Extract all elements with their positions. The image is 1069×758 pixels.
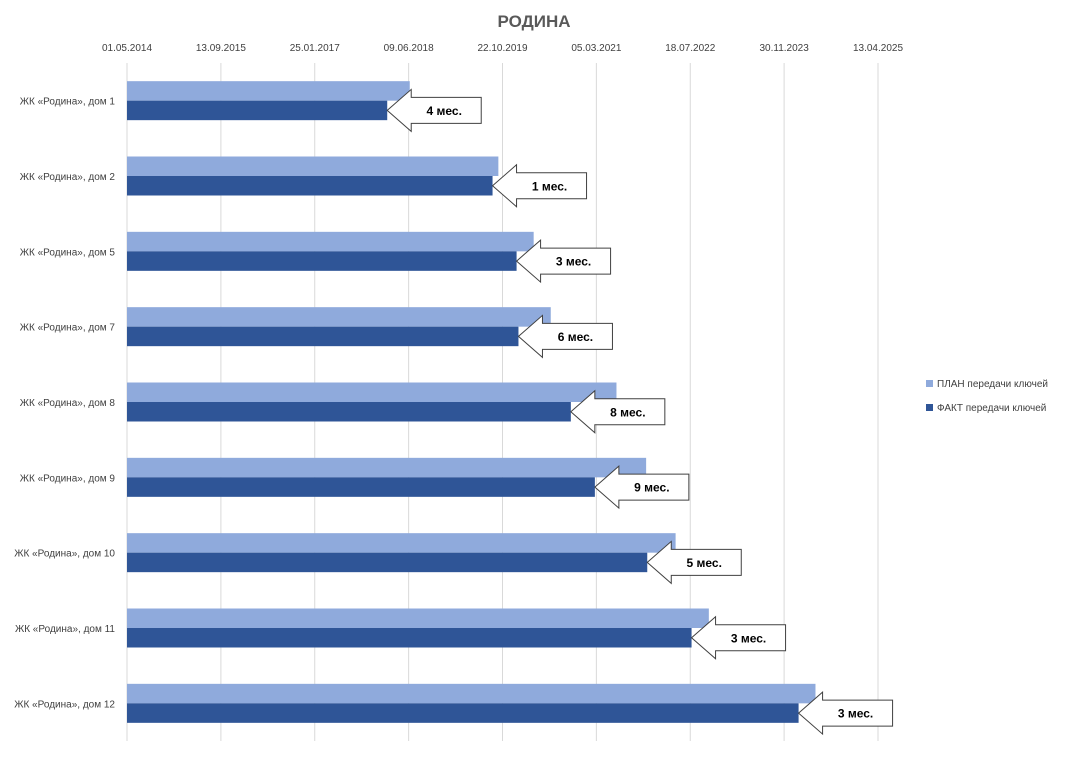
x-tick-label: 01.05.2014	[102, 43, 152, 54]
x-tick-label: 18.07.2022	[665, 43, 715, 54]
callout-arrow-shape	[570, 389, 666, 434]
category-label: ЖК «Родина», дом 5	[20, 247, 116, 258]
callout-label: 6 мес.	[558, 330, 593, 344]
bar-plan	[127, 231, 534, 252]
bar-fact	[127, 326, 519, 347]
callout-arrow-shape	[797, 690, 894, 736]
category-label: ЖК «Родина», дом 11	[15, 624, 115, 635]
x-tick-label: 13.04.2025	[853, 43, 903, 54]
callout: 5 мес.	[646, 540, 742, 585]
bar-fact	[127, 552, 648, 573]
callout: 3 мес.	[797, 690, 894, 736]
category-label: ЖК «Родина», дом 2	[20, 172, 116, 183]
x-tick-label: 09.06.2018	[384, 43, 434, 54]
callout-label: 3 мес.	[731, 631, 766, 645]
callout-label: 1 мес.	[532, 179, 567, 193]
bar-fact	[127, 176, 493, 196]
bars	[127, 81, 816, 723]
bar-fact	[127, 703, 799, 723]
callout: 6 мес.	[517, 314, 613, 359]
callout-arrow-shape	[594, 464, 690, 510]
x-tick-label: 30.11.2023	[759, 43, 809, 54]
callouts: 4 мес. 1 мес. 3 мес. 6 мес. 8 мес. 9 мес. 5 ме…	[386, 88, 894, 736]
legend-label-fact: ФАКТ передачи ключей	[937, 403, 1046, 414]
bar-plan	[127, 382, 617, 402]
callout-label: 9 мес.	[634, 481, 669, 495]
category-label: ЖК «Родина», дом 10	[14, 549, 115, 560]
x-axis-ticks: 01.05.2014 13.09.2015 25.01.2017 09.06.2018…	[102, 43, 903, 54]
callout-arrow-shape	[646, 540, 742, 585]
callout: 3 мес.	[515, 238, 612, 284]
bar-fact	[127, 628, 692, 648]
callout-arrow-shape	[690, 615, 787, 660]
callout-arrow-shape	[491, 163, 588, 208]
bar-plan	[127, 683, 816, 704]
x-tick-label: 25.01.2017	[290, 43, 340, 54]
category-label: ЖК «Родина», дом 8	[20, 398, 116, 409]
legend-swatch-fact	[926, 404, 933, 411]
legend: ПЛАН передачи ключей ФАКТ передачи ключе…	[926, 379, 1048, 414]
category-label: ЖК «Родина», дом 12	[14, 699, 115, 710]
callout-label: 4 мес.	[427, 104, 462, 118]
x-tick-label: 05.03.2021	[571, 43, 621, 54]
bar-plan	[127, 81, 410, 101]
bar-plan	[127, 533, 676, 553]
callout-label: 5 мес.	[687, 556, 722, 570]
category-labels: ЖК «Родина», дом 1 ЖК «Родина», дом 2 ЖК «…	[14, 97, 115, 711]
chart-title: РОДИНА	[498, 12, 571, 31]
callout-arrow-shape	[517, 314, 613, 359]
category-label: ЖК «Родина», дом 7	[20, 323, 116, 334]
callout-label: 8 мес.	[610, 405, 645, 419]
callout: 4 мес.	[386, 88, 482, 133]
bar-plan	[127, 156, 499, 176]
callout: 3 мес.	[690, 615, 787, 660]
x-tick-label: 22.10.2019	[477, 43, 527, 54]
callout-arrow-shape	[386, 88, 482, 133]
bar-plan	[127, 608, 709, 628]
bar-fact	[127, 251, 517, 271]
callout-label: 3 мес.	[838, 707, 873, 721]
x-tick-label: 13.09.2015	[196, 43, 246, 54]
bar-plan	[127, 307, 551, 327]
bar-fact	[127, 100, 388, 121]
callout: 9 мес.	[594, 464, 690, 510]
legend-label-plan: ПЛАН передачи ключей	[937, 379, 1048, 390]
bar-fact	[127, 477, 595, 497]
bar-fact	[127, 402, 571, 422]
category-label: ЖК «Родина», дом 9	[20, 473, 116, 484]
callout: 8 мес.	[570, 389, 666, 434]
callout-arrow-shape	[515, 238, 612, 284]
category-label: ЖК «Родина», дом 1	[20, 97, 116, 108]
callout-label: 3 мес.	[556, 255, 591, 269]
callout: 1 мес.	[491, 163, 588, 208]
bar-plan	[127, 457, 647, 478]
legend-swatch-plan	[926, 380, 933, 387]
